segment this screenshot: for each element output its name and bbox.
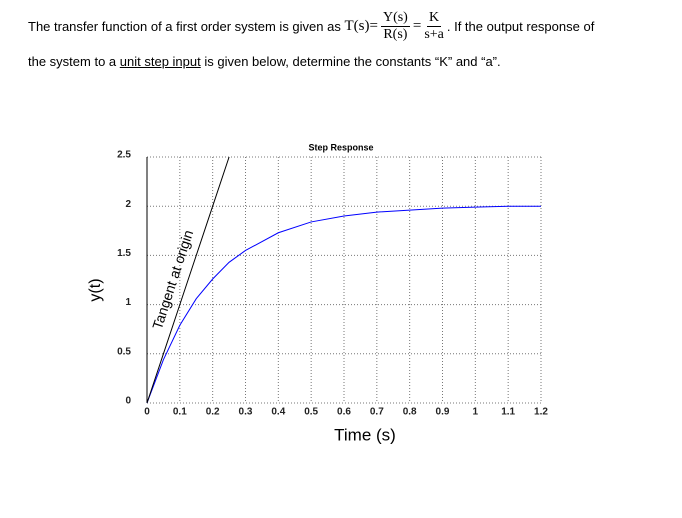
x-tick-label: 0.1 [173,407,187,418]
x-tick-label: 0.5 [304,407,318,418]
text: . If the output response of [446,19,595,34]
x-tick-label: 0.6 [337,407,351,418]
y-tick-label: 2 [125,199,131,210]
x-tick-label: 0.7 [370,407,384,418]
line-series [146,205,541,404]
annotation: Tangent at origin [149,228,196,331]
x-tick-label: 0 [144,407,150,418]
x-tick-label: 0.4 [271,407,285,418]
y-tick-label: 2.5 [117,150,131,161]
y-tick-label: 1 [125,297,131,308]
x-tick-label: 0.2 [206,407,220,418]
question-line: The transfer function of a first order s… [28,10,594,43]
chart-title: Step Response [308,142,373,152]
x-tick-label: 1 [473,407,479,418]
numerator: K [427,10,442,27]
x-tick-label: 0.3 [239,407,253,418]
y-axis-label: y(t) [87,278,104,301]
y-tick-label: 0.5 [117,346,131,357]
text: the system to a [28,54,117,69]
x-tick-label: 1.2 [534,407,548,418]
formula-lhs: T(s) [344,18,370,34]
numerator: Y(s) [380,10,410,27]
text: is given below, determine the constants … [204,54,501,69]
denominator: s+a [424,27,444,42]
x-tick-label: 0.9 [436,407,450,418]
text: The transfer function of a first order s… [28,19,341,34]
x-axis-label: Time (s) [334,425,396,444]
y-tick-label: 1.5 [117,248,131,259]
underlined-text: unit step input [119,54,201,69]
x-tick-label: 0.8 [403,407,417,418]
question-line: the system to a unit step input is given… [28,54,501,69]
denominator: R(s) [383,27,408,42]
y-tick-label: 0 [125,396,131,407]
line-series [146,156,230,404]
x-tick-label: 1.1 [501,407,515,418]
equals: = [369,18,378,34]
fraction: Y(s) R(s) [380,10,410,43]
equals: = [412,18,422,34]
